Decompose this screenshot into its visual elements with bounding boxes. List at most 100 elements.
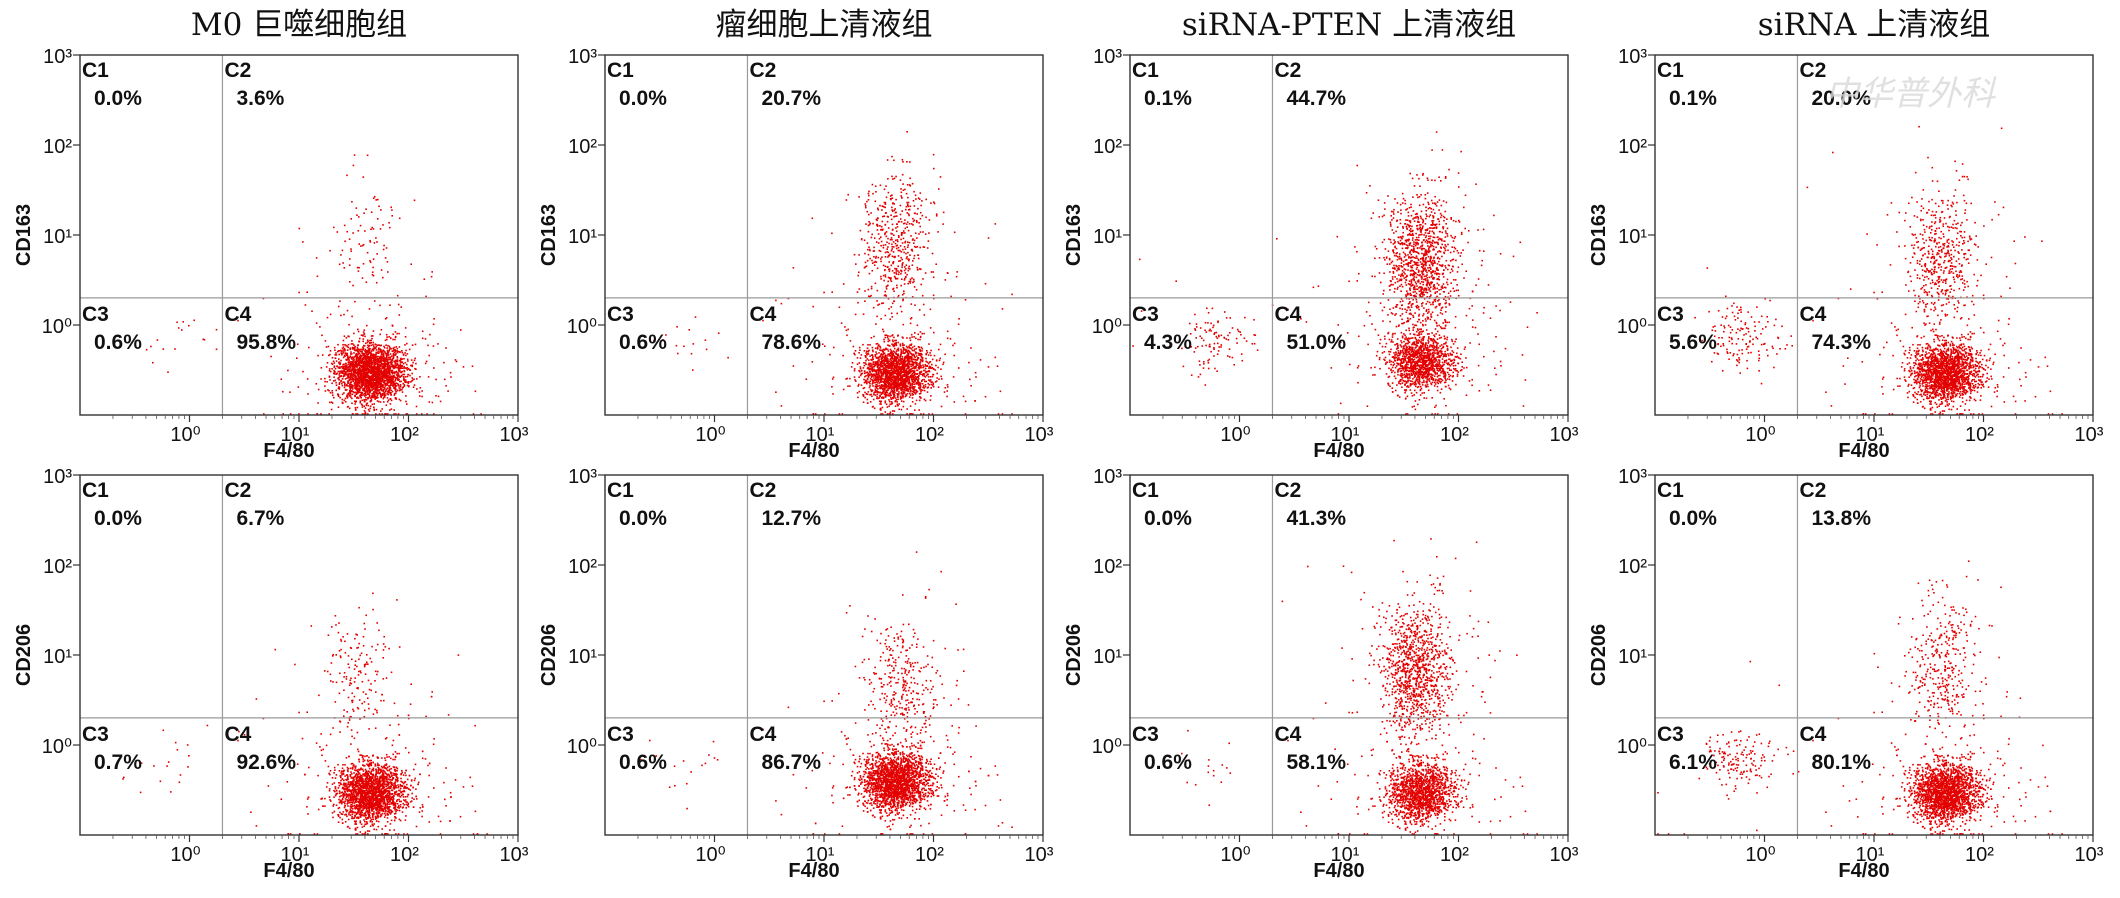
event-point [1000, 391, 1002, 393]
event-point [343, 369, 345, 371]
event-point [347, 369, 349, 371]
event-point [361, 385, 363, 387]
event-point [397, 357, 399, 359]
event-point [889, 336, 891, 338]
event-point [918, 409, 920, 411]
event-point [421, 396, 423, 398]
event-point [933, 332, 935, 334]
event-point [350, 394, 352, 396]
event-point [353, 359, 355, 361]
event-point [864, 373, 866, 375]
event-point [891, 354, 893, 356]
event-point [926, 375, 928, 377]
event-point [895, 397, 897, 399]
event-point [370, 363, 372, 365]
event-point [389, 346, 391, 348]
event-point [367, 376, 369, 378]
event-point [869, 383, 871, 385]
event-point [431, 271, 433, 273]
event-point [395, 346, 397, 348]
event-point [178, 327, 180, 329]
event-point [912, 377, 914, 379]
event-point [901, 387, 903, 389]
event-point [912, 373, 914, 375]
event-point [352, 380, 354, 382]
event-point [381, 354, 383, 356]
event-point [351, 343, 353, 345]
event-point [930, 355, 932, 357]
event-point [440, 401, 442, 403]
event-point [887, 349, 889, 351]
event-point [334, 373, 336, 375]
event-point [806, 378, 808, 380]
event-point [402, 352, 404, 354]
event-point [380, 365, 382, 367]
event-point [888, 362, 890, 364]
event-point [344, 387, 346, 389]
event-point [900, 376, 902, 378]
event-point [874, 370, 876, 372]
event-point [914, 377, 916, 379]
event-point [893, 350, 895, 352]
event-point [369, 392, 371, 394]
event-point [913, 358, 915, 360]
event-point [336, 390, 338, 392]
event-point [922, 383, 924, 385]
event-point [355, 376, 357, 378]
event-point [338, 367, 340, 369]
event-point [365, 343, 367, 345]
event-point [395, 360, 397, 362]
event-point [360, 370, 362, 372]
event-point [389, 368, 391, 370]
event-point [919, 349, 921, 351]
event-point [395, 391, 397, 393]
event-point [445, 347, 447, 349]
event-point [859, 349, 861, 351]
event-point [405, 362, 407, 364]
event-point [995, 357, 997, 359]
event-point [367, 398, 369, 400]
event-point [898, 349, 900, 351]
event-point [346, 353, 348, 355]
event-point [871, 379, 873, 381]
event-point [342, 262, 344, 264]
event-point [864, 371, 866, 373]
event-point [360, 225, 362, 227]
event-point [353, 352, 355, 354]
event-point [176, 322, 178, 324]
event-point [886, 404, 888, 406]
event-point [361, 360, 363, 362]
event-point [343, 376, 345, 378]
event-point [450, 372, 452, 374]
event-point [348, 363, 350, 365]
event-point [403, 376, 405, 378]
event-point [934, 355, 936, 357]
event-point [391, 408, 393, 410]
event-point [384, 393, 386, 395]
event-point [351, 390, 353, 392]
event-point [900, 352, 902, 354]
event-point [362, 354, 364, 356]
event-point [915, 392, 917, 394]
event-point [891, 352, 893, 354]
event-point [910, 383, 912, 385]
event-point [472, 365, 474, 367]
event-point [854, 368, 856, 370]
event-point [958, 324, 960, 326]
event-point [901, 409, 903, 411]
event-point [344, 241, 346, 243]
event-point [911, 334, 913, 336]
event-point [910, 340, 912, 342]
event-point [384, 358, 386, 360]
event-point [403, 378, 405, 380]
event-point [916, 355, 918, 357]
event-point [410, 381, 412, 383]
event-point [958, 318, 960, 320]
event-point [338, 354, 340, 356]
event-point [363, 376, 365, 378]
event-point [954, 401, 956, 403]
event-point [903, 401, 905, 403]
event-point [864, 397, 866, 399]
event-point [419, 376, 421, 378]
event-point [367, 252, 369, 254]
